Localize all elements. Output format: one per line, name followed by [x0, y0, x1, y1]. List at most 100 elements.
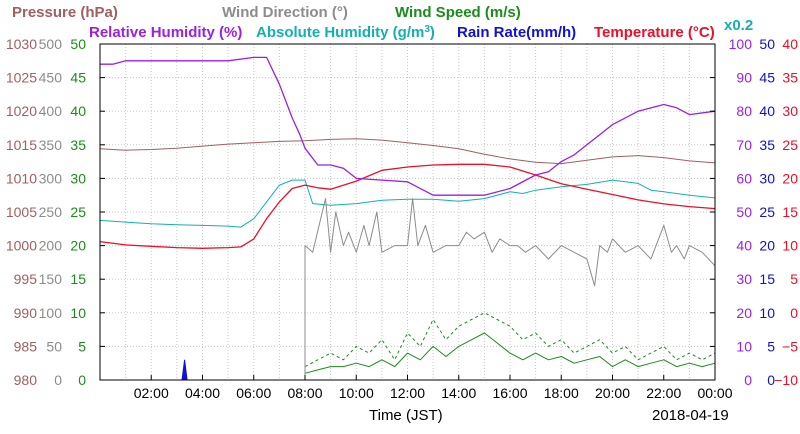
tick-wdir-9: 450 [39, 70, 63, 86]
tick-rh-5: 50 [736, 204, 752, 220]
legend-wind-speed: Wind Speed (m/s) [395, 4, 521, 21]
x-tick-label-5: 12:00 [390, 385, 425, 401]
tick-wdir-1: 50 [46, 338, 62, 354]
tick-temp-1: −5 [782, 338, 798, 354]
x-tick-label-0: 02:00 [134, 385, 169, 401]
x-tick-label-11: 00:00 [697, 385, 732, 401]
tick-rain-6: 30 [759, 170, 775, 186]
series-line-pressure-0 [99, 138, 716, 165]
tick-wdir-5: 250 [39, 204, 63, 220]
tick-pressure-10: 1030 [6, 36, 37, 52]
tick-rh-7: 70 [736, 137, 752, 153]
tick-temp-0: −10 [774, 372, 798, 388]
tick-wdir-8: 400 [39, 103, 63, 119]
legend-absolute-humidity-label: Absolute Humidity (g/m [256, 24, 424, 41]
x-tick-label-7: 16:00 [492, 385, 527, 401]
tick-wspd-1: 5 [78, 338, 86, 354]
tick-wspd-6: 30 [70, 170, 86, 186]
tick-rain-8: 40 [759, 103, 775, 119]
tick-wspd-2: 10 [70, 305, 86, 321]
legend-absolute-humidity: Absolute Humidity (g/m3) [256, 24, 435, 42]
tick-rh-2: 20 [736, 305, 752, 321]
tick-rain-3: 15 [759, 271, 775, 287]
tick-wspd-0: 0 [78, 372, 86, 388]
tick-rh-4: 40 [736, 238, 752, 254]
series-line-rh-3 [100, 56, 716, 196]
x-tick-label-3: 08:00 [287, 385, 322, 401]
tick-pressure-1: 985 [14, 338, 38, 354]
tick-pressure-8: 1020 [6, 103, 37, 119]
tick-pressure-0: 980 [14, 372, 38, 388]
tick-wspd-7: 35 [70, 137, 86, 153]
legend-ah-scale: x0.2 [724, 17, 753, 34]
tick-pressure-5: 1005 [6, 204, 37, 220]
tick-temp-10: 40 [782, 36, 798, 52]
tick-wspd-8: 40 [70, 103, 86, 119]
legend-relative-humidity: Relative Humidity (%) [89, 24, 242, 41]
tick-pressure-7: 1015 [6, 137, 37, 153]
legend-rain-rate: Rain Rate(mm/h) [457, 24, 576, 41]
tick-temp-5: 15 [782, 204, 798, 220]
tick-wdir-7: 350 [39, 137, 63, 153]
tick-wdir-0: 0 [54, 372, 62, 388]
tick-wdir-3: 150 [39, 271, 63, 287]
tick-rain-2: 10 [759, 305, 775, 321]
tick-pressure-4: 1000 [6, 238, 37, 254]
tick-rh-9: 90 [736, 70, 752, 86]
series-line-temp-2 [99, 163, 716, 249]
x-tick-label-2: 06:00 [236, 385, 271, 401]
tick-wdir-2: 100 [39, 305, 63, 321]
legend-pressure: Pressure (hPa) [12, 4, 118, 21]
tick-temp-9: 35 [782, 70, 798, 86]
tick-rain-5: 25 [759, 204, 775, 220]
tick-rain-4: 20 [759, 238, 775, 254]
tick-temp-7: 25 [782, 137, 798, 153]
tick-rh-10: 100 [729, 36, 753, 52]
tick-wspd-10: 50 [70, 36, 86, 52]
tick-wdir-10: 500 [39, 36, 63, 52]
tick-rh-1: 10 [736, 338, 752, 354]
series-line-wspd-5 [304, 332, 716, 374]
tick-temp-3: 5 [790, 271, 798, 287]
x-tick-label-1: 04:00 [185, 385, 220, 401]
tick-rain-9: 45 [759, 70, 775, 86]
tick-rain-10: 50 [759, 36, 775, 52]
x-tick-label-8: 18:00 [544, 385, 579, 401]
tick-wspd-9: 45 [70, 70, 86, 86]
series-line-wdir-6 [304, 198, 716, 287]
x-tick-label-4: 10:00 [339, 385, 374, 401]
tick-pressure-6: 1010 [6, 170, 37, 186]
tick-rain-7: 35 [759, 137, 775, 153]
series-line-rh-1 [99, 179, 716, 228]
tick-rh-8: 80 [736, 103, 752, 119]
tick-rh-3: 30 [736, 271, 752, 287]
axis-layer: 9809859909951000100510101015102010251030… [6, 36, 798, 401]
tick-temp-2: 0 [790, 305, 798, 321]
tick-wspd-4: 20 [70, 238, 86, 254]
tick-temp-4: 10 [782, 238, 798, 254]
x-tick-label-6: 14:00 [441, 385, 476, 401]
tick-wdir-4: 200 [39, 238, 63, 254]
x-tick-label-10: 22:00 [646, 385, 681, 401]
legend-absolute-humidity-sup: 3 [424, 24, 430, 35]
tick-rh-0: 0 [744, 372, 752, 388]
tick-temp-8: 30 [782, 103, 798, 119]
legend-temperature: Temperature (°C) [594, 24, 715, 41]
tick-wdir-6: 300 [39, 170, 63, 186]
x-axis-title: Time (JST) [369, 407, 443, 424]
x-tick-label-9: 20:00 [595, 385, 630, 401]
tick-pressure-9: 1025 [6, 70, 37, 86]
tick-rh-6: 60 [736, 170, 752, 186]
tick-pressure-2: 990 [14, 305, 38, 321]
tick-rain-0: 0 [767, 372, 775, 388]
plot-frame [99, 43, 716, 381]
grid [100, 44, 715, 380]
tick-wspd-3: 15 [70, 271, 86, 287]
legend-absolute-humidity-close: ) [430, 24, 435, 41]
tick-pressure-3: 995 [14, 271, 38, 287]
date-label: 2018-04-19 [652, 407, 729, 424]
tick-wspd-5: 25 [70, 204, 86, 220]
tick-rain-1: 5 [767, 338, 775, 354]
